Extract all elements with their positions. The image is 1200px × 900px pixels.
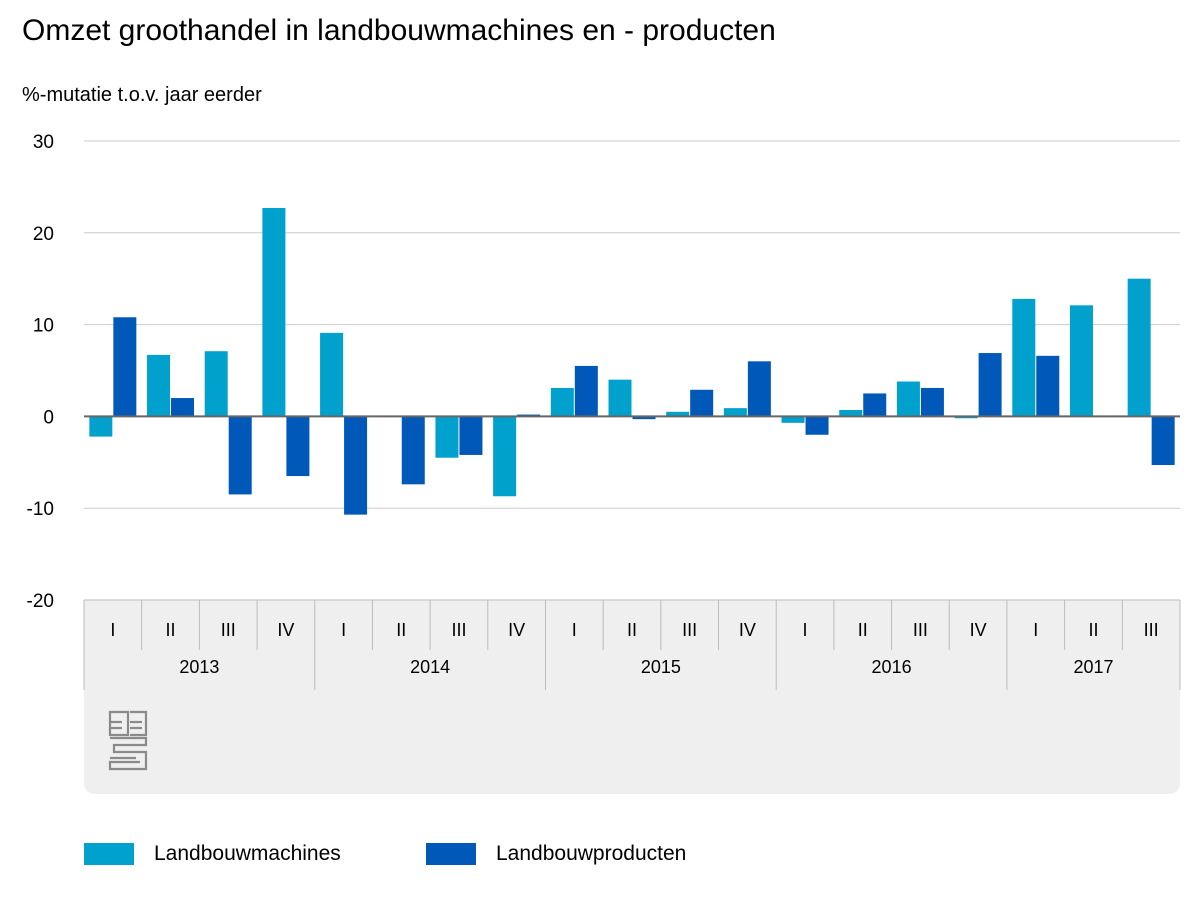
bar-landbouwmachines-12 (781, 416, 805, 423)
bar-landbouwproducten-16 (1036, 355, 1060, 417)
x-tick-label: IV (739, 620, 756, 640)
bar-landbouwproducten-11 (747, 361, 771, 417)
bar-landbouwproducten-8 (574, 365, 598, 417)
bar-landbouwmachines-6 (435, 416, 459, 458)
x-group-label: 2014 (410, 657, 450, 677)
x-tick-label: I (341, 620, 346, 640)
bar-landbouwmachines-4 (320, 332, 344, 417)
bar-landbouwproducten-13 (863, 393, 887, 417)
x-tick-label: I (1033, 620, 1038, 640)
bar-landbouwproducten-15 (978, 353, 1002, 417)
bar-landbouwproducten-3 (286, 416, 310, 477)
bar-landbouwmachines-10 (666, 411, 690, 417)
legend-item-landbouwproducten: Landbouwproducten (426, 842, 686, 866)
y-tick-label: 20 (33, 224, 54, 245)
bar-landbouwmachines-13 (839, 409, 863, 417)
x-tick-label: III (913, 620, 928, 640)
legend-label-landbouwmachines: Landbouwmachines (154, 842, 341, 865)
bar-landbouwproducten-2 (228, 416, 252, 495)
x-tick-label: IV (970, 620, 987, 640)
x-tick-label: II (858, 620, 868, 640)
x-tick-label: II (627, 620, 637, 640)
y-axis-ticks: 30 20 10 0 -10 -20 (27, 132, 54, 612)
bar-landbouwproducten-18 (1151, 416, 1175, 466)
legend-label-landbouwproducten: Landbouwproducten (496, 842, 687, 865)
legend-swatch-landbouwproducten (426, 843, 476, 865)
x-group-label: 2017 (1073, 657, 1113, 677)
x-tick-label: II (166, 620, 176, 640)
x-tick-label: III (1144, 620, 1159, 640)
bar-landbouwproducten-4 (344, 416, 368, 515)
y-tick-label: -10 (27, 499, 54, 520)
x-tick-label: II (396, 620, 406, 640)
y-tick-label: -20 (27, 591, 54, 612)
bar-landbouwmachines-1 (147, 354, 171, 417)
bar-landbouwmachines-16 (1012, 298, 1036, 417)
y-axis-label: %-mutatie t.o.v. jaar eerder (22, 84, 262, 106)
x-axis-background (84, 600, 1180, 794)
y-tick-label: 30 (33, 132, 54, 153)
bar-landbouwproducten-12 (805, 416, 829, 435)
bar-landbouwproducten-9 (632, 416, 656, 420)
x-tick-label: III (451, 620, 466, 640)
cbs-logo-icon (108, 710, 148, 771)
bar-landbouwproducten-1 (171, 398, 195, 417)
bar-landbouwmachines-18 (1127, 278, 1151, 417)
bar-landbouwmachines-14 (896, 381, 920, 417)
x-axis-panel (84, 600, 1180, 794)
legend-item-landbouwmachines: Landbouwmachines (84, 842, 341, 866)
y-tick-label: 0 (43, 407, 54, 428)
x-group-label: 2015 (641, 657, 681, 677)
bar-landbouwmachines-3 (262, 208, 286, 417)
bar-landbouwmachines-7 (493, 416, 517, 497)
x-tick-label: I (803, 620, 808, 640)
x-tick-label: IV (508, 620, 525, 640)
bar-landbouwproducten-10 (690, 389, 714, 417)
x-tick-label: III (682, 620, 697, 640)
bar-landbouwmachines-9 (608, 379, 632, 417)
bar-landbouwproducten-5 (401, 416, 425, 485)
bar-landbouwproducten-6 (459, 416, 483, 455)
legend-swatch-landbouwmachines (84, 843, 134, 865)
bar-landbouwmachines-0 (89, 416, 113, 437)
x-axis-ticks: I II III IV I II III IV I II III IV I II III IV I II III20… (83, 599, 1181, 690)
bar-landbouwproducten-14 (920, 387, 944, 417)
x-tick-label: I (110, 620, 115, 640)
x-tick-label: I (572, 620, 577, 640)
chart-title: Omzet groothandel in landbouwmachines en… (22, 14, 776, 47)
x-tick-label: IV (277, 620, 294, 640)
bar-landbouwmachines-8 (550, 387, 574, 417)
x-tick-label: III (221, 620, 236, 640)
x-tick-label: II (1088, 620, 1098, 640)
bars (89, 208, 1175, 515)
y-tick-label: 10 (33, 316, 54, 337)
bar-landbouwmachines-2 (204, 351, 228, 417)
bar-landbouwmachines-11 (723, 408, 747, 417)
bar-landbouwmachines-17 (1069, 305, 1093, 417)
bar-landbouwproducten-0 (113, 317, 137, 417)
x-group-label: 2013 (179, 657, 219, 677)
x-group-label: 2016 (872, 657, 912, 677)
